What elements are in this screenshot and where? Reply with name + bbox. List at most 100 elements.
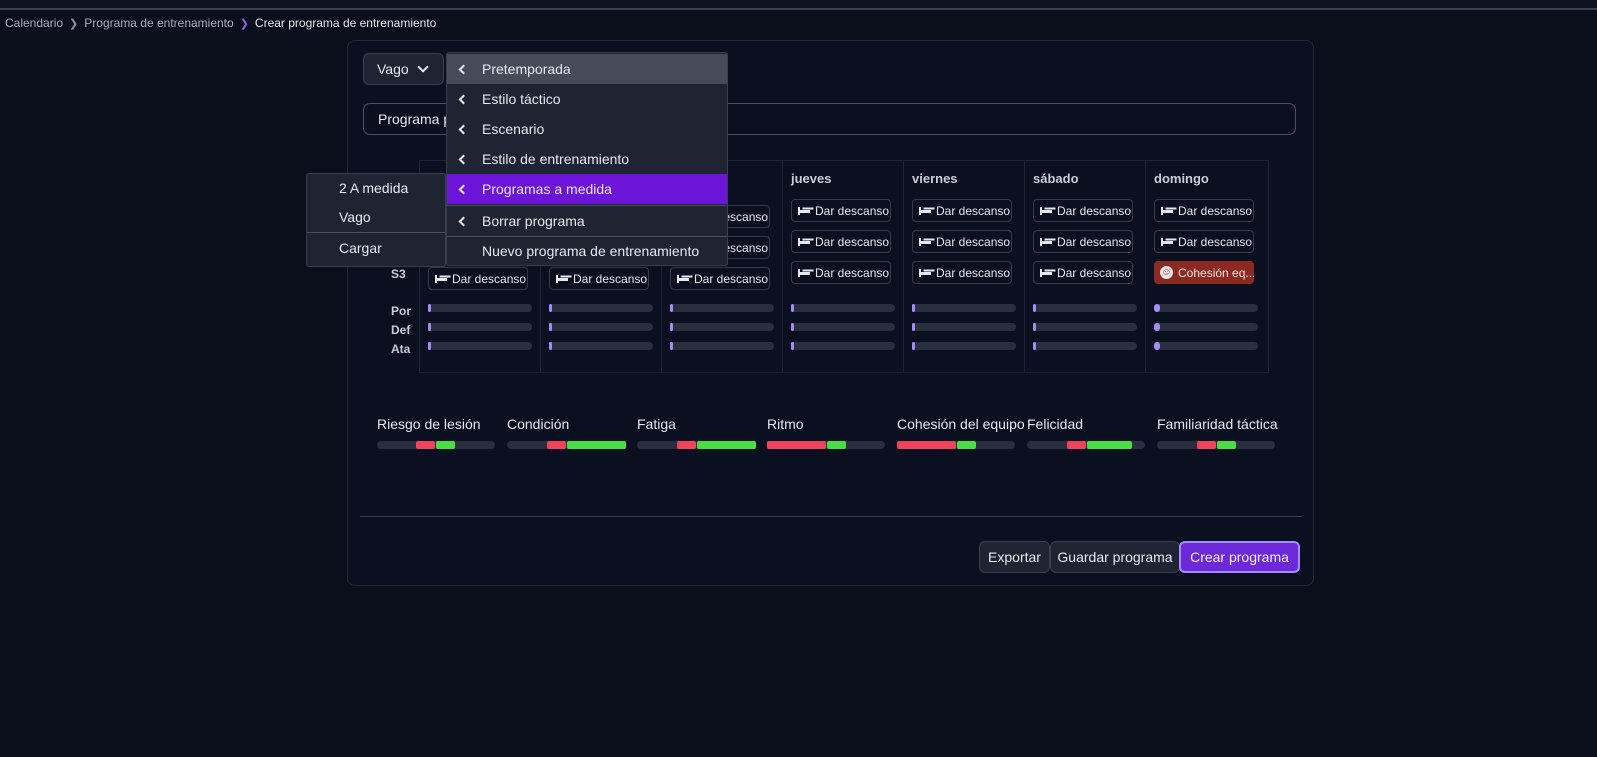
day-name: viernes bbox=[912, 171, 958, 186]
rest-button[interactable]: Dar descanso bbox=[1154, 199, 1254, 222]
menu-item-estilo-entrenamiento[interactable]: Estilo de entrenamiento bbox=[447, 144, 727, 174]
progress-def bbox=[549, 323, 653, 331]
stat-bar-positive bbox=[436, 441, 455, 449]
stat-felicidad: Felicidad bbox=[1027, 416, 1147, 449]
rest-button[interactable]: Dar descanso bbox=[912, 230, 1012, 253]
stat-bar-negative bbox=[897, 441, 956, 449]
menu-item-label: Estilo de entrenamiento bbox=[482, 151, 630, 167]
save-program-button[interactable]: Guardar programa bbox=[1050, 541, 1180, 573]
rest-button[interactable]: Dar descanso bbox=[549, 267, 649, 290]
cohesion-session-badge[interactable]: ☺ Cohesión eq... bbox=[1154, 261, 1254, 284]
day-name: sábado bbox=[1033, 171, 1079, 186]
progress-fill bbox=[670, 342, 673, 350]
rest-label: Dar descanso bbox=[815, 265, 890, 280]
menu-item-label: Programas a medida bbox=[482, 181, 612, 197]
row-label-s3: S3 bbox=[391, 267, 406, 281]
stat-label: Felicidad bbox=[1027, 416, 1084, 432]
rest-button[interactable]: Dar descanso bbox=[912, 199, 1012, 222]
menu-item-borrar-programa[interactable]: Borrar programa bbox=[447, 206, 727, 236]
menu-separator bbox=[447, 236, 727, 237]
breadcrumb: Calendario ❯ Programa de entrenamiento ❯… bbox=[5, 16, 436, 30]
day-column-domingo: domingo Dar descanso Dar descanso ☺ Cohes… bbox=[1146, 161, 1268, 372]
row-label-ata: Ata bbox=[391, 342, 411, 356]
rest-button[interactable]: Dar descanso bbox=[1033, 199, 1133, 222]
rest-label: Dar descanso bbox=[1057, 203, 1132, 218]
menu-separator bbox=[447, 205, 727, 206]
rest-button[interactable]: Dar descanso bbox=[670, 267, 770, 290]
progress-fill bbox=[1154, 304, 1160, 312]
submenu-item-vago[interactable]: Vago bbox=[339, 209, 371, 225]
stat-cohesion: Cohesión del equipo bbox=[897, 416, 1025, 449]
rest-button[interactable]: Dar descanso bbox=[428, 267, 528, 290]
progress-fill bbox=[791, 323, 794, 331]
stat-familiaridad: Familiaridad táctica bbox=[1157, 416, 1278, 449]
bed-icon bbox=[1161, 237, 1173, 246]
stat-bar-positive bbox=[827, 441, 846, 449]
day-column: Dar descanso bbox=[420, 161, 541, 372]
progress-def bbox=[912, 323, 1016, 331]
rest-button[interactable]: Dar descanso bbox=[1154, 230, 1254, 253]
rest-label: Dar descanso bbox=[936, 234, 1011, 249]
chevron-left-icon bbox=[458, 124, 469, 134]
rest-label: Dar descanso bbox=[1057, 265, 1132, 280]
chevron-left-icon bbox=[458, 184, 469, 194]
progress-fill bbox=[912, 304, 915, 312]
window-top-edge bbox=[0, 0, 1597, 10]
progress-fill bbox=[549, 342, 552, 350]
bed-icon bbox=[798, 268, 810, 277]
menu-item-label: Pretemporada bbox=[482, 61, 571, 77]
rest-label: Dar descanso bbox=[1178, 203, 1253, 218]
progress-fill bbox=[912, 342, 915, 350]
stat-bar bbox=[507, 441, 626, 449]
menu-item-nuevo-programa[interactable]: Nuevo programa de entrenamiento bbox=[447, 236, 727, 266]
stat-bar-negative bbox=[1067, 441, 1086, 449]
day-column-jueves: jueves Dar descanso Dar descanso Dar des… bbox=[783, 161, 904, 372]
submenu-item-2-a-medida[interactable]: 2 A medida bbox=[339, 180, 409, 196]
menu-item-programas-a-medida[interactable]: Programas a medida bbox=[447, 174, 727, 204]
rest-label: Dar descanso bbox=[452, 271, 527, 286]
stat-bar bbox=[1027, 441, 1145, 449]
stat-bar-negative bbox=[767, 441, 826, 449]
rest-label: Dar descanso bbox=[1178, 234, 1253, 249]
cohesion-label: Cohesión eq... bbox=[1178, 265, 1254, 280]
progress-ata bbox=[670, 342, 774, 350]
progress-por bbox=[670, 304, 774, 312]
chevron-down-icon bbox=[417, 61, 429, 73]
rest-button[interactable]: Dar descanso bbox=[912, 261, 1012, 284]
breadcrumb-calendario[interactable]: Calendario bbox=[5, 16, 64, 30]
stat-bar-positive bbox=[1087, 441, 1132, 449]
breadcrumb-programa[interactable]: Programa de entrenamiento bbox=[84, 16, 234, 30]
export-button[interactable]: Exportar bbox=[979, 541, 1050, 573]
menu-item-escenario[interactable]: Escenario bbox=[447, 114, 727, 144]
submenu-load-button[interactable]: Cargar bbox=[339, 240, 382, 256]
progress-por bbox=[549, 304, 653, 312]
progress-ata bbox=[912, 342, 1016, 350]
program-select[interactable]: Vago bbox=[363, 53, 444, 85]
stat-label: Riesgo de lesión bbox=[377, 416, 481, 432]
menu-item-pretemporada[interactable]: Pretemporada bbox=[447, 54, 727, 84]
progress-por bbox=[912, 304, 1016, 312]
stat-fatiga: Fatiga bbox=[637, 416, 757, 449]
bed-icon bbox=[919, 206, 931, 215]
day-column: Dar descanso Dar descanso Dar descanso bbox=[662, 161, 783, 372]
row-label-por: Por bbox=[391, 304, 412, 318]
progress-def bbox=[670, 323, 774, 331]
bed-icon bbox=[798, 237, 810, 246]
create-program-button[interactable]: Crear programa bbox=[1179, 541, 1300, 573]
progress-por bbox=[428, 304, 532, 312]
progress-fill bbox=[428, 323, 431, 331]
rest-button[interactable]: Dar descanso bbox=[1033, 230, 1133, 253]
rest-button[interactable]: Dar descanso bbox=[1033, 261, 1133, 284]
bed-icon bbox=[556, 274, 568, 283]
bed-icon bbox=[435, 274, 447, 283]
day-column: Dar descanso bbox=[541, 161, 662, 372]
rest-button[interactable]: Dar descanso bbox=[791, 230, 891, 253]
rest-button[interactable]: Dar descanso bbox=[791, 199, 891, 222]
menu-item-estilo-tactico[interactable]: Estilo táctico bbox=[447, 84, 727, 114]
progress-fill bbox=[1033, 342, 1036, 350]
rest-button[interactable]: Dar descanso bbox=[791, 261, 891, 284]
day-name: jueves bbox=[791, 171, 832, 186]
stat-bar bbox=[1157, 441, 1275, 449]
progress-ata bbox=[428, 342, 532, 350]
divider bbox=[360, 516, 1302, 517]
